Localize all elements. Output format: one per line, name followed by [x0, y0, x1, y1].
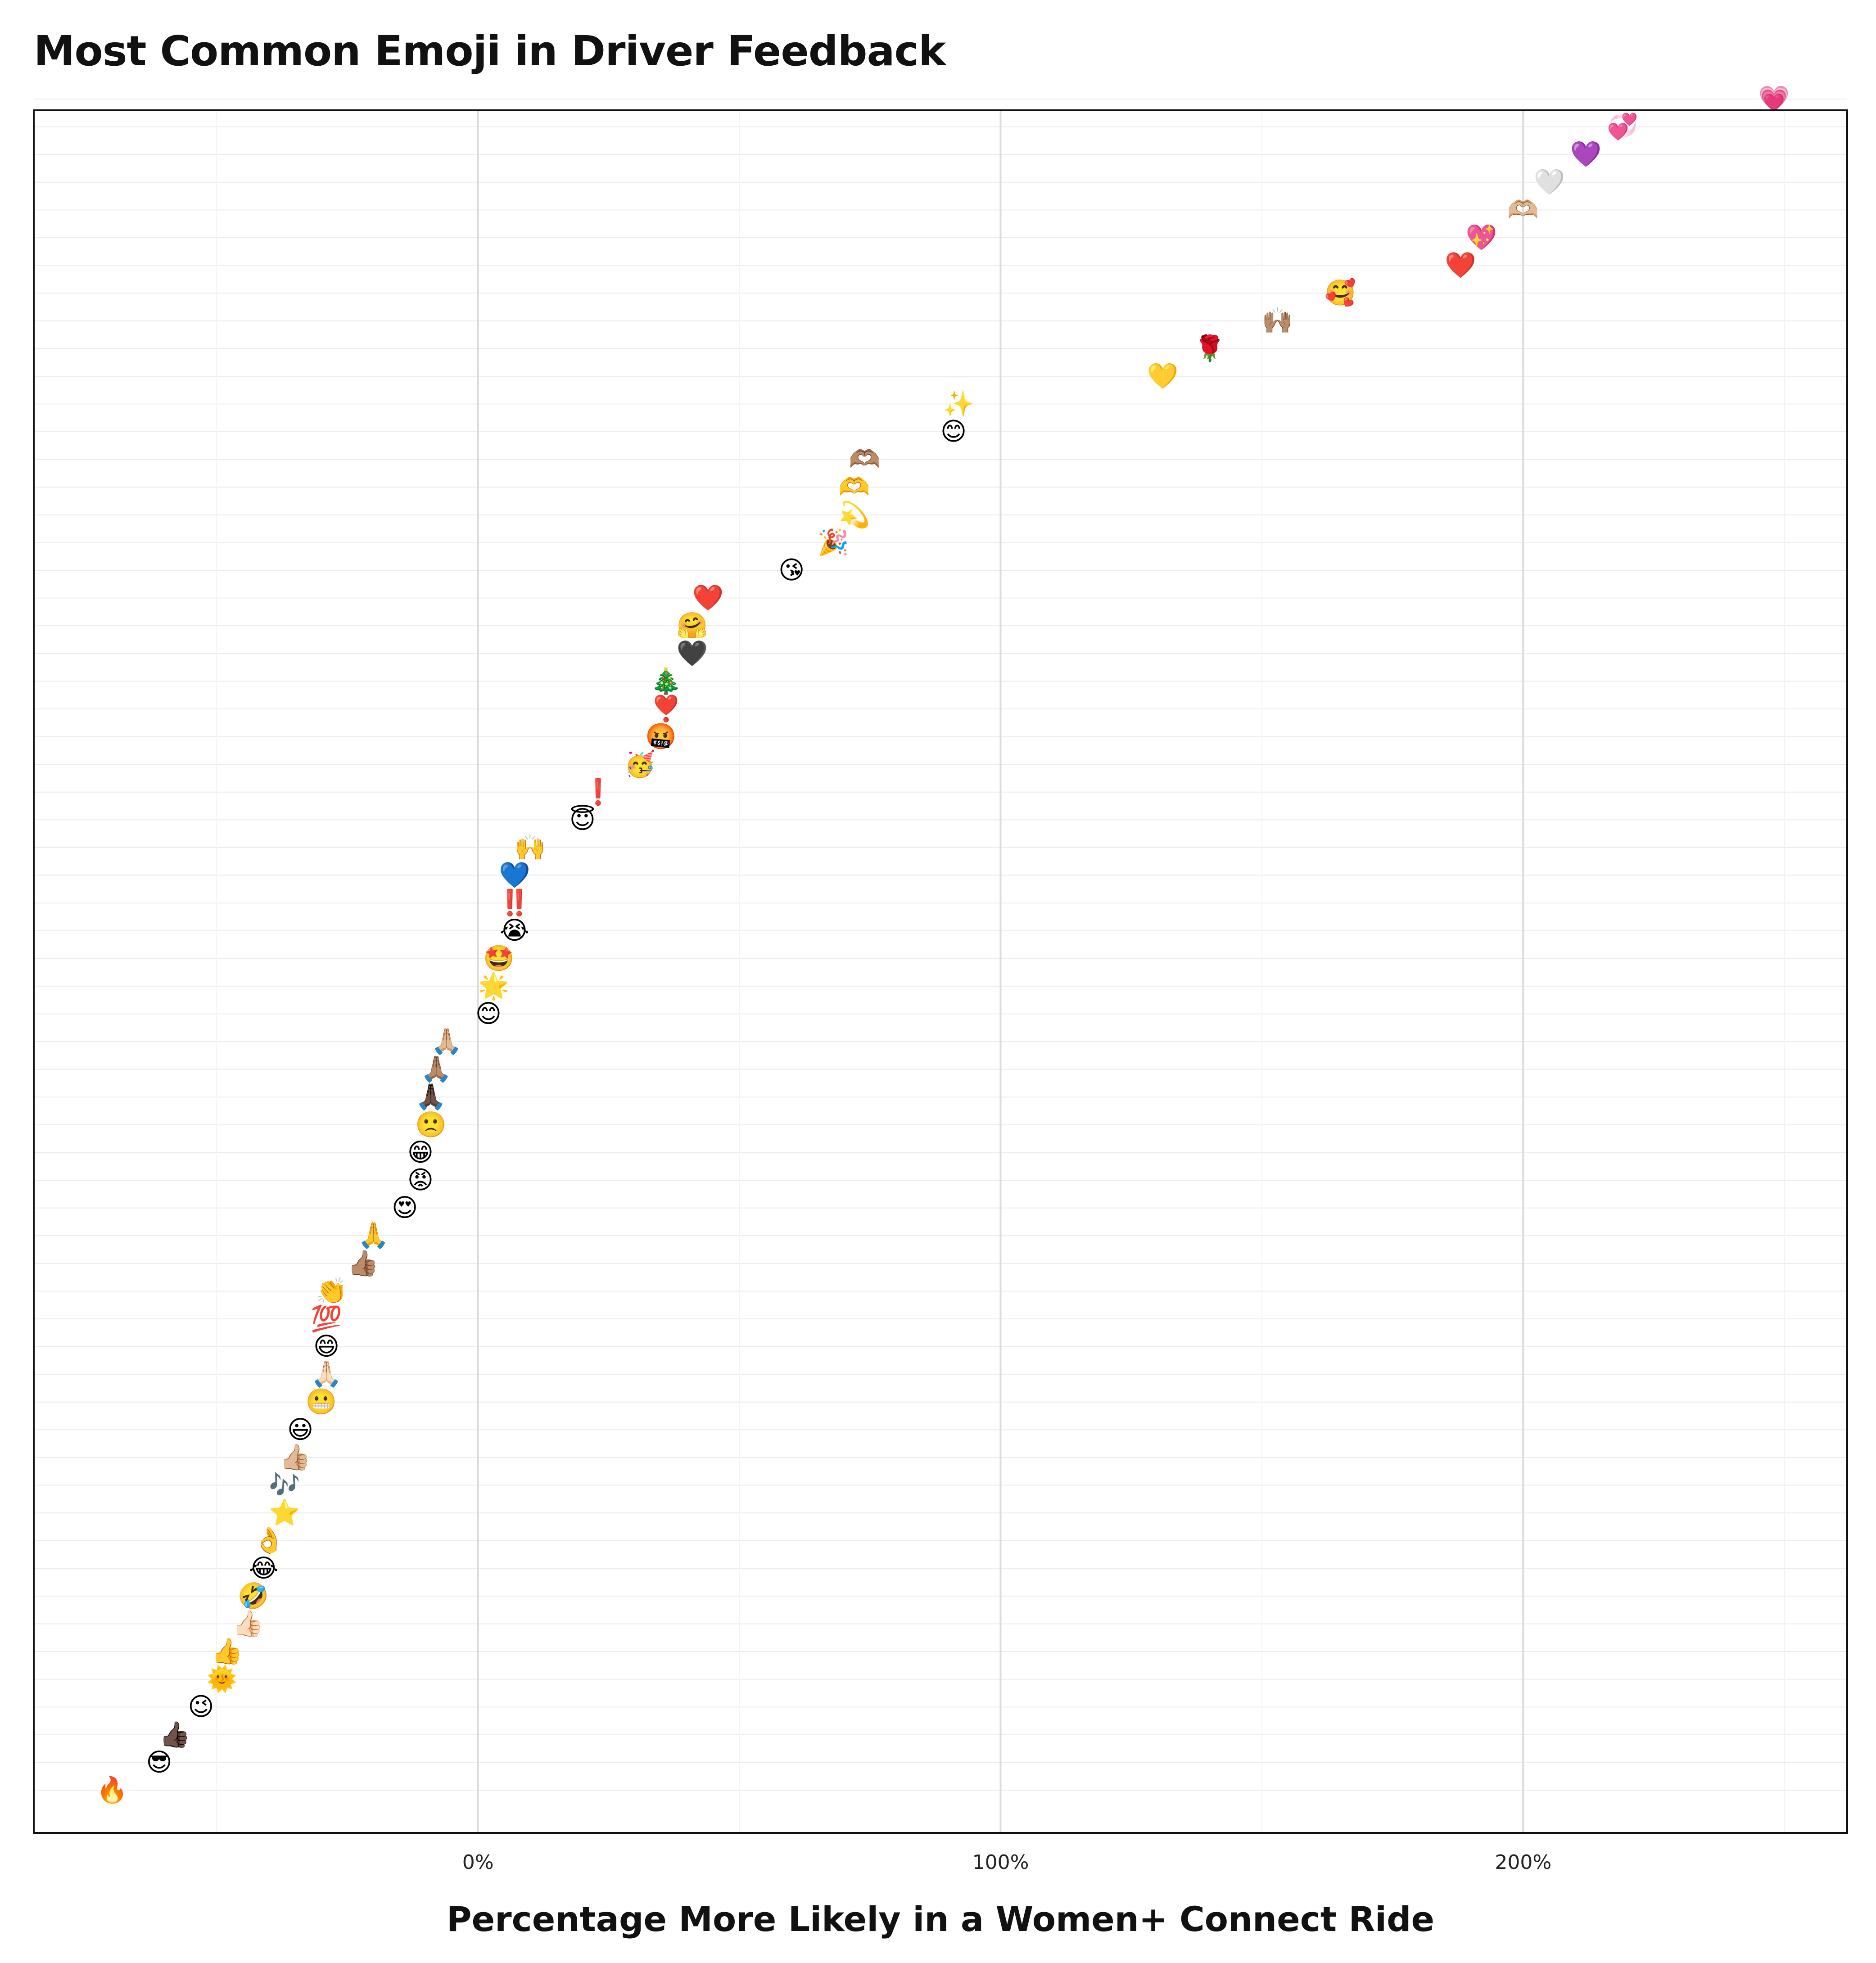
emoji-point: 🤬	[645, 722, 677, 751]
emoji-point: 👏	[316, 1277, 348, 1306]
emoji-point: 😍	[392, 1193, 418, 1223]
x-axis-title: Percentage More Likely in a Women+ Conne…	[447, 1899, 1434, 1939]
emoji-point: 👍🏿	[159, 1720, 191, 1749]
emoji-point: 🙏🏿	[415, 1083, 447, 1112]
emoji-point: 😊	[940, 417, 967, 447]
emoji-point: 😊	[475, 999, 502, 1029]
emoji-point: 😂	[249, 1554, 278, 1583]
emoji-point: 🎶	[269, 1471, 300, 1500]
emoji-point: 😬	[306, 1387, 337, 1417]
emoji-points: 🔥😎👍🏿😉🌞👍👍🏻🤣😂👌⭐🎶👍🏼😃😬🙏🏻😄💯👏👍🏽🙏😍😡😁🙁🙏🏿🙏🏽🙏🏼😊🌟🤩😭…	[96, 85, 1790, 1805]
emoji-point: 👍🏼	[280, 1443, 311, 1472]
emoji-point: 🙌	[515, 833, 546, 862]
emoji-point: 🫶🏽	[849, 445, 881, 474]
emoji-point: 🙁	[415, 1110, 447, 1139]
x-tick-label: 100%	[972, 1851, 1029, 1874]
x-axis-ticks: 0% 100% 200%	[462, 1851, 1551, 1874]
emoji-point: 👍🏻	[232, 1609, 264, 1638]
emoji-point: 👍🏽	[347, 1249, 379, 1278]
emoji-point: 💫	[839, 500, 870, 530]
emoji-point: 😭	[500, 916, 529, 945]
major-gridlines	[477, 110, 1524, 1833]
emoji-point: 🙏	[358, 1221, 389, 1250]
emoji-point: 🙌🏽	[1262, 306, 1293, 335]
emoji-point: 😎	[146, 1748, 172, 1777]
emoji-point: ❗	[583, 777, 614, 807]
emoji-point: 🖤	[677, 639, 708, 668]
emoji-point: 🥳	[624, 749, 656, 779]
emoji-point: 💖	[1466, 223, 1497, 252]
emoji-point: 💜	[1570, 140, 1602, 169]
emoji-point: 💛	[1147, 361, 1178, 391]
emoji-point: 🥰	[1325, 278, 1356, 308]
emoji-point: 🤗	[677, 611, 708, 641]
emoji-point: 🌞	[206, 1664, 238, 1694]
emoji-point: 🤣	[237, 1581, 269, 1611]
emoji-point: 💗	[1758, 85, 1790, 114]
emoji-point: ❣️	[651, 694, 682, 723]
emoji-point: 💙	[499, 861, 530, 890]
plot-border	[33, 109, 1848, 1834]
emoji-point: 🙏🏻	[311, 1360, 342, 1389]
emoji-point: 🫶	[839, 473, 870, 502]
emoji-point: ❤️	[692, 583, 724, 613]
emoji-point: ❤️	[1445, 251, 1476, 280]
emoji-point: 🌟	[478, 971, 510, 1001]
emoji-point: 💞	[1607, 112, 1638, 141]
emoji-point: 😃	[287, 1415, 313, 1444]
emoji-point: 🤩	[483, 944, 515, 973]
emoji-point: 👍	[212, 1637, 243, 1666]
plot-background	[34, 110, 1847, 1833]
emoji-point: ⭐	[269, 1498, 300, 1528]
emoji-point: 🎄	[651, 667, 682, 696]
emoji-point: 😇	[570, 805, 596, 835]
emoji-point: 🌹	[1194, 333, 1225, 363]
emoji-point: 🙏🏽	[420, 1055, 452, 1084]
minor-gridlines	[34, 99, 1847, 1833]
emoji-point: 🙏🏼	[431, 1027, 462, 1056]
x-tick-label: 0%	[462, 1851, 494, 1874]
emoji-point: 👌	[253, 1526, 285, 1555]
emoji-point: 😉	[188, 1692, 214, 1722]
emoji-point: ✨	[943, 389, 975, 419]
emoji-point: 😘	[778, 556, 805, 585]
emoji-point: 💯	[311, 1304, 342, 1333]
x-tick-label: 200%	[1495, 1851, 1551, 1874]
emoji-point: ‼️	[499, 889, 530, 918]
chart-title: Most Common Emoji in Driver Feedback	[34, 27, 946, 75]
emoji-point: 😄	[313, 1332, 339, 1361]
emoji-point: 😁	[407, 1138, 434, 1167]
emoji-point: 🔥	[96, 1776, 128, 1805]
emoji-point: 🎉	[818, 528, 849, 557]
emoji-point: 🤍	[1533, 167, 1565, 197]
emoji-point: 😡	[407, 1166, 434, 1195]
emoji-point: 🫶🏼	[1507, 195, 1539, 225]
